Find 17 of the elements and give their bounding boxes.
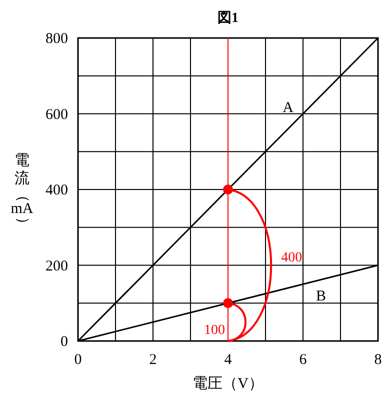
x-tick-label: 6 — [299, 352, 308, 368]
x-tick-label: 2 — [149, 352, 157, 368]
x-tick-label: 0 — [74, 352, 82, 368]
annotation: 400 — [281, 250, 302, 266]
y-tick-label: 200 — [46, 258, 68, 274]
y-tick-label: 400 — [46, 182, 68, 198]
y-axis-title: 電流（mA） — [10, 153, 34, 232]
x-tick-label: 4 — [224, 352, 232, 368]
chart-title: 図1 — [218, 10, 238, 26]
y-tick-label: 0 — [60, 334, 68, 350]
series-label: A — [282, 100, 294, 116]
y-tick-label: 600 — [46, 106, 68, 123]
annotation: 100 — [204, 323, 225, 338]
y-tick-label: 800 — [46, 31, 68, 47]
x-tick-label: 8 — [374, 352, 382, 368]
series-label: B — [316, 288, 326, 305]
x-axis-title: 電圧（V） — [192, 376, 264, 392]
